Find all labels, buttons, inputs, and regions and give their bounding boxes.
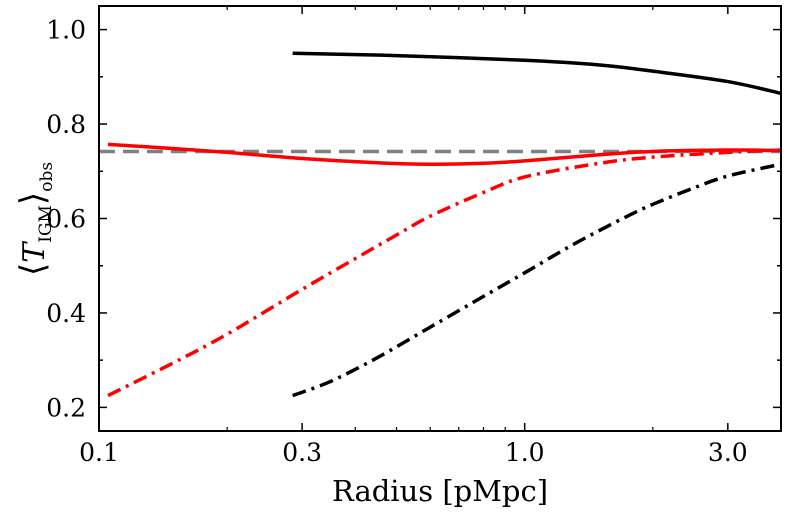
series-black-solid (292, 51, 782, 96)
x-tick-label: 0.1 (79, 438, 119, 467)
y-label-open-bracket: ⟨ (13, 263, 53, 276)
y-label-symbol: T (17, 241, 52, 263)
plot-frame (98, 5, 782, 432)
y-label-subscript-outer: obs (37, 162, 57, 192)
x-tick-label: 3.0 (708, 438, 748, 467)
svg-text:⟨TIGM⟩obs: ⟨TIGM⟩obs (13, 162, 57, 276)
ticks-layer (98, 6, 782, 431)
series-layer (98, 51, 782, 398)
tick-labels: 0.1 0.3 1.0 3.0 0.2 0.4 0.6 0.8 1.0 (46, 16, 747, 467)
x-tick-label: 1.0 (505, 438, 545, 467)
y-tick-label: 0.8 (46, 110, 86, 139)
series-red-solid (107, 142, 782, 166)
y-tick-label: 0.6 (46, 205, 86, 234)
series-black-dashdot (292, 162, 782, 398)
y-label-subscript-inner: IGM (36, 205, 56, 243)
y-tick-label: 0.2 (46, 393, 86, 422)
series-red-dashdot (107, 148, 782, 398)
x-tick-label: 0.3 (282, 438, 322, 467)
y-tick-label: 1.0 (46, 16, 86, 45)
y-label-close-bracket: ⟩ (13, 192, 53, 205)
y-tick-label: 0.4 (46, 299, 86, 328)
x-axis-label: Radius [pMpc] (332, 474, 548, 508)
y-axis-label: ⟨TIGM⟩obs (13, 162, 57, 276)
